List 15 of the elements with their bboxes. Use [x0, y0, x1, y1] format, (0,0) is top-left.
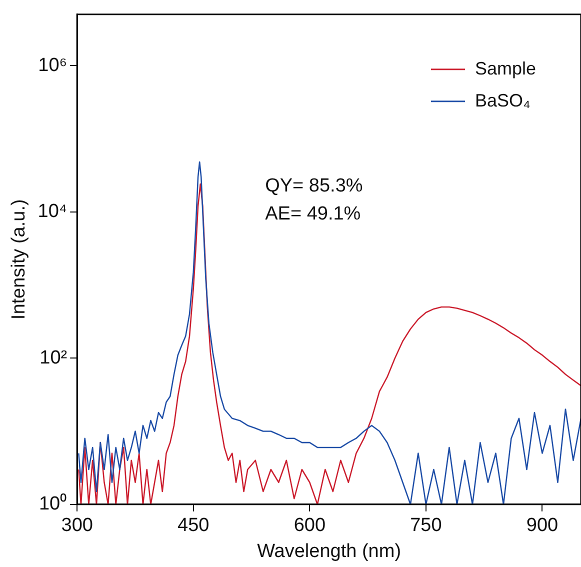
y-axis-title: Intensity (a.u.) — [8, 199, 30, 320]
y-tick-label: 10⁴ — [38, 201, 68, 222]
x-tick-label: 750 — [410, 515, 442, 536]
x-tick-label: 300 — [61, 515, 93, 536]
legend-label: BaSO₄ — [475, 90, 530, 110]
y-tick-label: 10⁶ — [38, 54, 68, 76]
x-tick-label: 450 — [178, 515, 210, 536]
y-tick-label: 10² — [40, 347, 68, 368]
y-tick-label: 10⁰ — [38, 492, 68, 515]
annotation: QY= 85.3% — [265, 176, 363, 197]
legend-label: Sample — [475, 58, 536, 78]
x-tick-label: 600 — [294, 515, 326, 536]
x-axis-title: Wavelength (nm) — [257, 540, 402, 562]
annotation: AE= 49.1% — [265, 204, 361, 225]
x-tick-label: 900 — [526, 515, 558, 536]
